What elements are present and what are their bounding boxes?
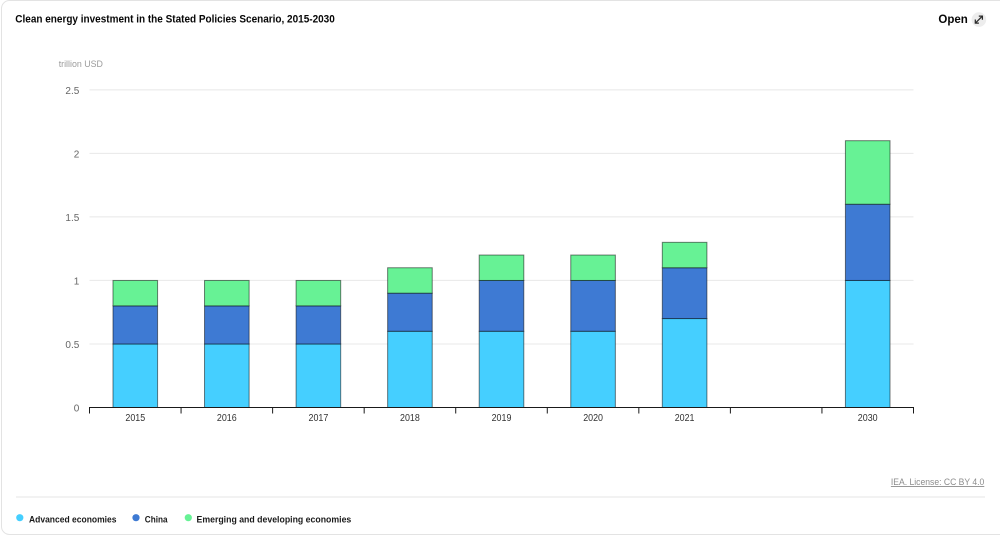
svg-text:trillion USD: trillion USD xyxy=(59,59,104,69)
svg-text:2017: 2017 xyxy=(309,413,329,424)
svg-text:0.5: 0.5 xyxy=(65,340,79,351)
svg-text:IEA. License: CC BY 4.0: IEA. License: CC BY 4.0 xyxy=(891,477,984,487)
svg-text:Advanced economies: Advanced economies xyxy=(29,515,117,526)
svg-text:2020: 2020 xyxy=(583,413,603,424)
svg-text:2019: 2019 xyxy=(492,413,512,424)
svg-text:Clean energy investment in the: Clean energy investment in the Stated Po… xyxy=(15,13,335,25)
svg-text:2.5: 2.5 xyxy=(65,86,79,97)
svg-text:1.5: 1.5 xyxy=(65,213,79,224)
svg-text:2016: 2016 xyxy=(217,413,237,424)
svg-text:Open: Open xyxy=(938,14,967,26)
svg-text:2030: 2030 xyxy=(858,413,878,424)
svg-text:0: 0 xyxy=(74,404,80,415)
svg-text:China: China xyxy=(145,515,168,526)
svg-text:2018: 2018 xyxy=(400,413,420,424)
svg-text:1: 1 xyxy=(74,277,80,288)
svg-text:2: 2 xyxy=(74,150,80,161)
svg-text:Emerging and developing econom: Emerging and developing economies xyxy=(197,515,352,526)
svg-text:2015: 2015 xyxy=(125,413,145,424)
svg-text:2021: 2021 xyxy=(675,413,695,424)
